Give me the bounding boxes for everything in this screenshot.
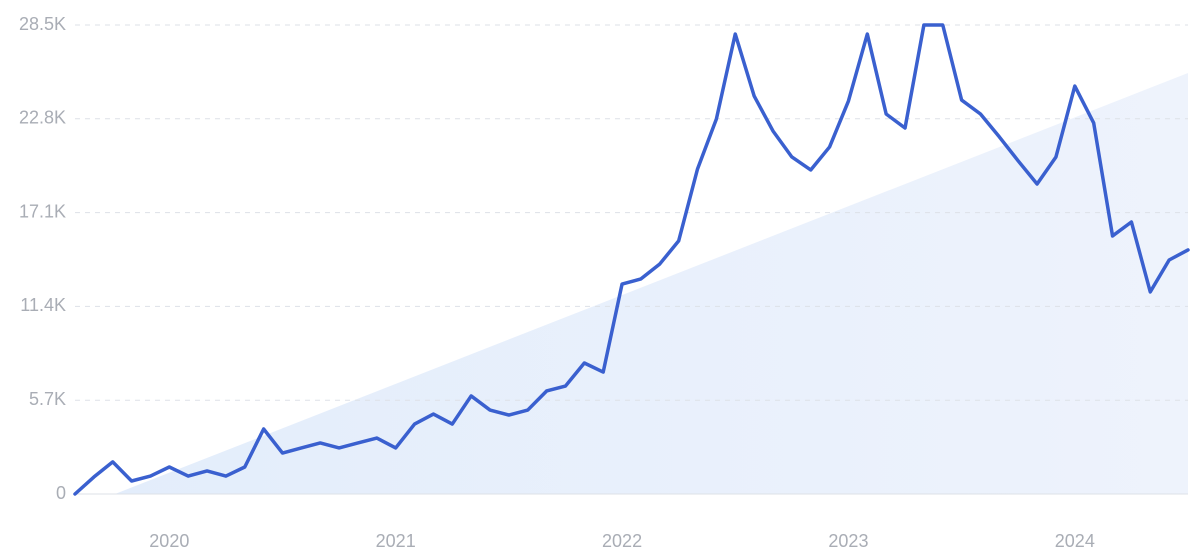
x-tick-label: 2021 [376, 531, 416, 551]
y-tick-label: 28.5K [19, 14, 66, 34]
data-line [73, 23, 1190, 496]
y-tick-label: 0 [56, 483, 66, 503]
x-tick-label: 2020 [149, 531, 189, 551]
x-tick-label: 2022 [602, 531, 642, 551]
y-tick-label: 5.7K [29, 389, 66, 409]
y-tick-label: 11.4K [20, 295, 66, 315]
x-tick-label: 2024 [1055, 531, 1095, 551]
x-tick-label: 2023 [828, 531, 868, 551]
trend-area [115, 73, 1188, 494]
y-tick-label: 22.8K [19, 108, 66, 128]
y-tick-label: 17.1K [19, 201, 66, 221]
